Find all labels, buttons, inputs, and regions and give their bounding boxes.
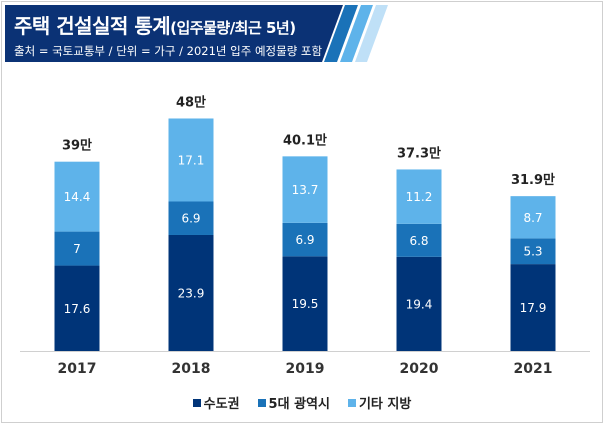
x-tick-label: 2017: [58, 361, 97, 377]
data-label: 5.3: [523, 245, 542, 259]
bar-segment: [54, 231, 100, 266]
bar-segment: [282, 222, 328, 257]
total-label: 37.3만: [397, 145, 441, 161]
legend-swatch: [257, 398, 266, 407]
data-label: 17.1: [178, 153, 205, 167]
banner-stripe-1: [324, 5, 358, 62]
x-tick-label: 2021: [514, 361, 553, 377]
data-label: 19.4: [406, 297, 433, 311]
bar-segment: [168, 234, 214, 351]
bar-segment: [396, 223, 442, 257]
legend: 수도권 5대 광역시 기타 지방: [0, 393, 604, 412]
data-label: 13.7: [292, 183, 319, 197]
total-label: 31.9만: [511, 172, 555, 188]
bar-segment: [54, 265, 100, 351]
banner-stripe-2: [340, 5, 373, 62]
legend-label: 수도권: [203, 397, 240, 412]
bar-segment: [510, 264, 556, 351]
bar-segment: [54, 161, 100, 232]
bar-segment: [396, 256, 442, 351]
data-label: 14.4: [64, 190, 91, 204]
data-label: 11.2: [406, 190, 433, 204]
x-tick-label: 2019: [286, 361, 325, 377]
legend-item-other: 기타 지방: [347, 393, 412, 412]
data-label: 6.9: [295, 233, 314, 247]
title-banner: [5, 5, 343, 62]
data-label: 17.9: [520, 301, 547, 315]
bar-segment: [510, 196, 556, 239]
chart-subtitle: 출처 = 국토교통부 / 단위 = 가구 / 2021년 입주 예정물량 포함: [14, 44, 323, 58]
total-label: 48만: [176, 94, 206, 110]
data-label: 17.6: [64, 302, 91, 316]
data-label: 7: [73, 242, 81, 256]
total-label: 39만: [62, 138, 92, 154]
total-label: 40.1만: [283, 132, 327, 148]
data-label: 6.9: [181, 212, 200, 226]
bar-segment: [396, 169, 442, 224]
legend-item-metro: 5대 광역시: [257, 393, 330, 412]
data-label: 8.7: [523, 211, 542, 225]
data-label: 6.8: [409, 234, 428, 248]
legend-label: 5대 광역시: [268, 397, 330, 412]
legend-item-capital: 수도권: [192, 393, 240, 412]
legend-swatch: [192, 398, 201, 407]
bar-segment: [282, 156, 328, 223]
bar-segment: [510, 238, 556, 265]
chart-title: 주택 건설실적 통계(입주물량/최근 5년): [14, 10, 296, 39]
data-label: 23.9: [178, 286, 205, 300]
x-tick-label: 2018: [172, 361, 211, 377]
title-suffix: (입주물량/최근 5년): [170, 19, 296, 37]
x-tick-label: 2020: [400, 361, 439, 377]
bar-segment: [168, 118, 214, 202]
data-label: 19.5: [292, 297, 319, 311]
bar-segment: [168, 201, 214, 235]
banner-stripe-3: [355, 5, 388, 62]
legend-swatch: [347, 398, 356, 407]
bar-segment: [282, 256, 328, 351]
legend-label: 기타 지방: [358, 397, 412, 412]
title-main: 주택 건설실적 통계: [14, 14, 171, 38]
